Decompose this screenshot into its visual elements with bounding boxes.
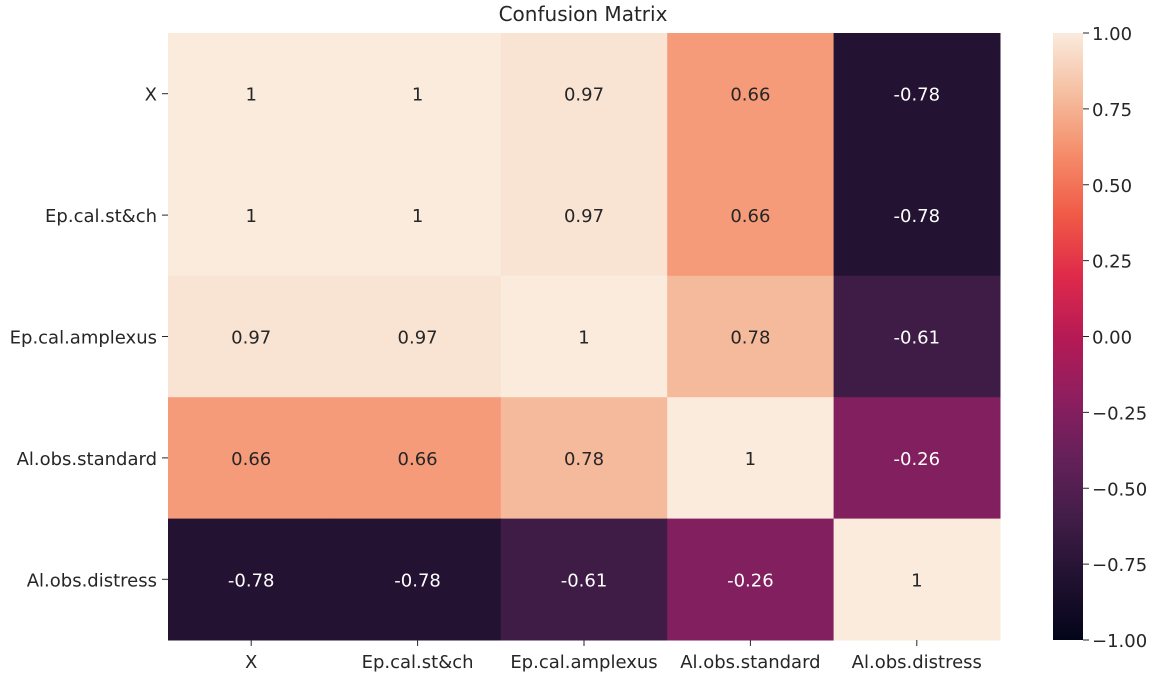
y-tick-label: X — [145, 85, 157, 106]
cell-annotation: 0.97 — [398, 328, 438, 349]
cell-annotation: -0.78 — [394, 570, 441, 591]
cell-annotation: -0.78 — [894, 85, 941, 106]
y-tick-label: Al.obs.standard — [17, 449, 157, 470]
heatmap-cell — [667, 518, 835, 641]
heatmap-cell — [833, 33, 1001, 155]
colorbar-tick-label: 0.00 — [1092, 328, 1132, 349]
heatmap-cell — [667, 33, 835, 155]
cell-annotation: 1 — [412, 85, 423, 106]
cell-annotation: 0.97 — [564, 85, 604, 106]
cell-annotation: -0.26 — [727, 570, 774, 591]
cell-annotation: 0.97 — [231, 328, 271, 349]
cell-annotation: 1 — [245, 206, 256, 227]
heatmap-cells — [168, 33, 1001, 641]
colorbar-gradient — [1053, 33, 1083, 640]
heatmap-cell — [833, 154, 1001, 277]
cell-annotation: 0.66 — [730, 85, 770, 106]
heatmap-cell — [168, 154, 335, 277]
cell-annotation: -0.26 — [894, 449, 941, 470]
colorbar-tick-label: 0.50 — [1092, 176, 1132, 197]
cell-annotation: 1 — [578, 328, 589, 349]
colorbar-tick-label: −0.75 — [1092, 555, 1147, 576]
heatmap-cell — [500, 397, 668, 520]
heatmap-cell — [833, 275, 1001, 398]
y-axis: X Ep.cal.st&ch Ep.cal.amplexus Al.obs.stand… — [10, 85, 168, 591]
cell-annotation: -0.78 — [228, 570, 275, 591]
heatmap-cell — [833, 397, 1001, 520]
cell-annotation: -0.61 — [561, 570, 608, 591]
cell-annotation: 0.66 — [398, 449, 438, 470]
cell-annotation: 0.66 — [231, 449, 271, 470]
x-tick-label: Al.obs.standard — [680, 652, 820, 673]
x-tick-label: X — [245, 652, 257, 673]
heatmap-cell — [168, 518, 335, 641]
colorbar-tick-label: −0.25 — [1092, 403, 1147, 424]
heatmap-cell — [667, 154, 835, 277]
colorbar-tick-label: −0.50 — [1092, 479, 1147, 500]
heatmap-cell — [500, 518, 668, 641]
cell-annotation: -0.78 — [894, 206, 941, 227]
cell-annotation: 0.97 — [564, 206, 604, 227]
x-tick-label: Ep.cal.st&ch — [362, 652, 474, 673]
cell-annotations: 1 1 0.97 0.66 -0.78 1 1 0.97 0.66 -0.78 0.97 0.97 1 0… — [228, 85, 940, 592]
heatmap-cell — [334, 275, 502, 398]
heatmap-cell — [168, 397, 335, 520]
heatmap-cell — [334, 33, 502, 155]
colorbar: 1.00 0.75 0.50 0.25 0.00 −0.25 −0.50 −0.75 −1.00 — [1053, 24, 1147, 652]
y-tick-label: Al.obs.distress — [27, 570, 157, 591]
x-axis: X Ep.cal.st&ch Ep.cal.amplexus Al.obs.stand… — [245, 640, 982, 673]
heatmap-cell — [168, 33, 335, 155]
colorbar-tick-label: 0.25 — [1092, 252, 1132, 273]
cell-annotation: 0.66 — [730, 206, 770, 227]
heatmap-cell — [334, 154, 502, 277]
heatmap-cell — [334, 518, 502, 641]
heatmap-cell — [168, 275, 335, 398]
y-tick-label: Ep.cal.st&ch — [45, 206, 157, 227]
x-tick-label: Ep.cal.amplexus — [510, 652, 657, 673]
y-tick-label: Ep.cal.amplexus — [10, 328, 157, 349]
cell-annotation: 1 — [745, 449, 756, 470]
cell-annotation: 1 — [245, 85, 256, 106]
cell-annotation: 1 — [412, 206, 423, 227]
x-tick-label: Al.obs.distress — [852, 652, 982, 673]
heatmap-cell — [500, 33, 668, 155]
cell-annotation: -0.61 — [894, 328, 941, 349]
colorbar-tick-label: −1.00 — [1092, 631, 1147, 652]
heatmap-cell — [500, 154, 668, 277]
colorbar-tick-label: 1.00 — [1092, 24, 1132, 45]
cell-annotation: 1 — [911, 570, 922, 591]
heatmap-cell — [500, 275, 668, 398]
colorbar-tick-label: 0.75 — [1092, 100, 1132, 121]
heatmap-cell — [833, 518, 1001, 641]
cell-annotation: 0.78 — [730, 328, 770, 349]
heatmap-cell — [667, 275, 835, 398]
cell-annotation: 0.78 — [564, 449, 604, 470]
heatmap-cell — [334, 397, 502, 520]
chart-title: Confusion Matrix — [499, 2, 668, 26]
heatmap-cell — [667, 397, 835, 520]
